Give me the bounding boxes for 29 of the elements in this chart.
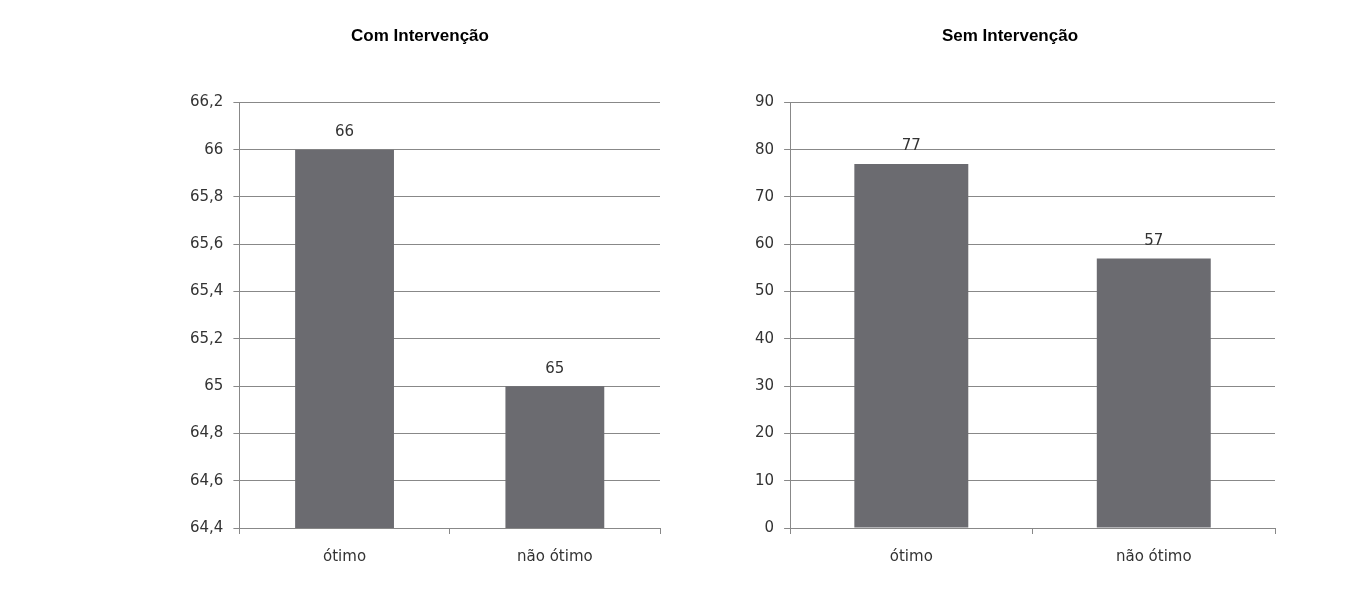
x-tick-label: ótimo — [323, 546, 367, 565]
x-tick-label: ótimo — [889, 546, 933, 565]
y-tick-label: 30 — [754, 376, 775, 395]
y-tick-label: 64,8 — [189, 423, 224, 442]
data-label: 57 — [1144, 230, 1164, 249]
y-tick-label: 70 — [754, 186, 775, 205]
y-tick-label: 64,4 — [189, 517, 224, 536]
y-tick-label: 10 — [754, 470, 775, 489]
y-tick-label: 64,6 — [189, 470, 224, 489]
x-tick-label: não ótimo — [1115, 546, 1192, 565]
y-tick-label: 65 — [204, 376, 224, 395]
y-tick-label: 65,2 — [189, 328, 224, 347]
data-label: 65 — [545, 358, 565, 377]
data-label: 66 — [335, 122, 355, 141]
y-tick-label: 40 — [754, 328, 775, 347]
y-tick-label: 80 — [754, 139, 775, 158]
y-tick-label: 20 — [754, 423, 775, 442]
y-tick-label: 66 — [204, 139, 224, 158]
x-tick-label: não ótimo — [517, 546, 593, 565]
y-tick-label: 65,8 — [189, 186, 224, 205]
chart-title: Com Intervenção — [351, 25, 489, 45]
y-tick-label: 90 — [754, 92, 775, 111]
chart-title: Sem Intervenção — [941, 25, 1079, 45]
y-tick-label: 50 — [754, 281, 775, 300]
y-tick-label: 0 — [764, 517, 775, 536]
y-tick-label: 60 — [754, 234, 775, 253]
y-tick-label: 65,6 — [189, 234, 224, 253]
y-tick-label: 66,2 — [189, 92, 224, 111]
y-tick-label: 65,4 — [189, 281, 224, 300]
